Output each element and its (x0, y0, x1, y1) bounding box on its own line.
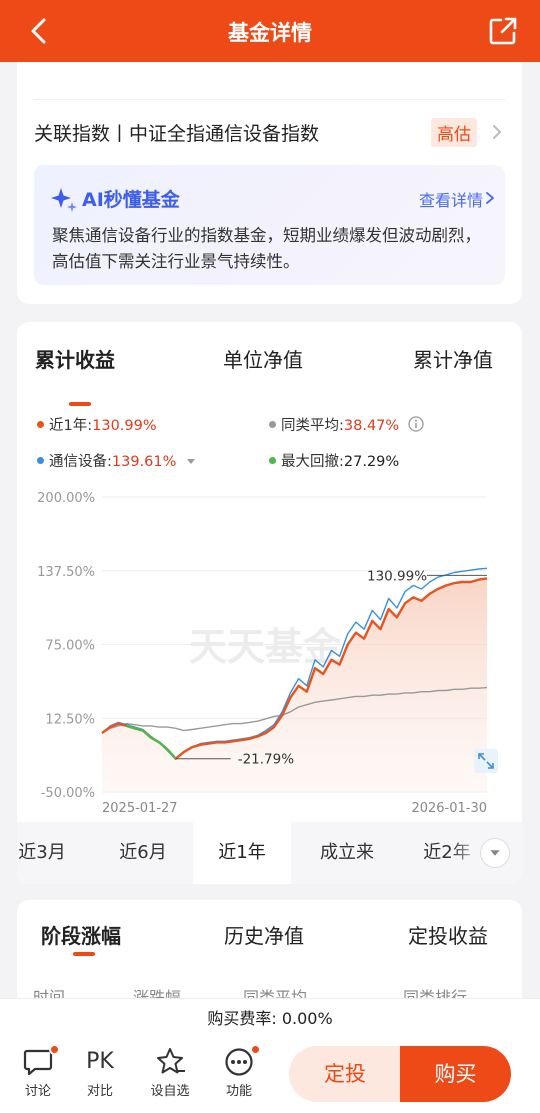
series-line-2 (101, 686, 488, 734)
expand-periods-icon[interactable] (480, 838, 510, 868)
tab-indicator (73, 952, 95, 956)
legend-peer: 同类平均:38.47% (269, 414, 424, 435)
sip-button[interactable]: 定投 (289, 1046, 401, 1102)
back-arrow-icon[interactable] (22, 14, 56, 48)
legend-dot (269, 456, 276, 464)
compare-button[interactable]: PK 对比 (72, 1046, 128, 1106)
tab-stage-return[interactable]: 阶段涨幅 (41, 924, 121, 948)
max-label: 130.99% (367, 568, 427, 584)
tab-history-nav[interactable]: 历史净值 (224, 924, 304, 948)
x-tick-label: 2025-01-27 (102, 801, 178, 816)
legend-dot (269, 420, 276, 428)
add-watchlist-button[interactable]: 设自选 (142, 1046, 198, 1106)
info-icon[interactable] (408, 416, 424, 432)
related-index-row[interactable]: 关联指数丨中证全指通信设备指数 高估 (34, 114, 505, 150)
sparkle-icon (51, 188, 77, 212)
legend-dot (37, 456, 44, 464)
caret-down-icon (187, 459, 196, 464)
related-index-label: 关联指数丨中证全指通信设备指数 (34, 123, 320, 145)
period-3m[interactable]: 近3月 (18, 842, 66, 863)
tab-cumulative-return[interactable]: 累计收益 (35, 348, 115, 372)
period-selector: 近3月 近6月 近1年 成立来 近2年 (17, 822, 522, 884)
chart-card: 累计收益 单位净值 累计净值 近1年:130.99% 同类平均:38.47% 通… (17, 322, 522, 884)
y-tick-label: 75.00% (45, 639, 95, 654)
legend-fund: 近1年:130.99% (37, 414, 157, 435)
more-dots-icon (225, 1048, 253, 1076)
ai-detail-link[interactable]: 查看详情 (418, 191, 483, 210)
buy-button[interactable]: 购买 (400, 1046, 511, 1102)
period-6m[interactable]: 近6月 (119, 842, 167, 863)
x-tick-label: 2026-01-30 (411, 801, 487, 816)
ai-summary-box: AI秒懂基金 查看详情 聚焦通信设备行业的指数基金，短期业绩爆发但波动剧烈，高估… (34, 165, 505, 285)
return-chart[interactable]: 200.00%137.50%75.00%12.50%-50.00% 天天基金 1… (17, 482, 522, 822)
share-icon[interactable] (488, 16, 518, 46)
drawdown-line (126, 724, 177, 760)
divider (34, 99, 505, 100)
notification-dot (250, 1044, 261, 1055)
tab-cumulative-nav[interactable]: 累计净值 (413, 348, 493, 372)
star-plus-icon (157, 1048, 185, 1074)
more-functions-button[interactable]: 功能 (211, 1044, 267, 1106)
fund-info-card: 关联指数丨中证全指通信设备指数 高估 AI秒懂基金 查看详情 聚焦通信设备行业的… (17, 62, 522, 304)
legend-dot (37, 420, 44, 428)
fullscreen-icon[interactable] (474, 749, 498, 773)
period-since-inception[interactable]: 成立来 (320, 842, 374, 863)
min-label: -21.79% (238, 752, 295, 768)
y-tick-label: 12.50% (45, 712, 95, 727)
discuss-button[interactable]: 讨论 (10, 1044, 66, 1106)
tab-unit-nav[interactable]: 单位净值 (223, 348, 303, 372)
y-tick-label: 137.50% (37, 565, 95, 580)
valuation-badge: 高估 (431, 118, 477, 147)
pk-icon: PK (86, 1049, 114, 1074)
top-bar: 基金详情 (0, 0, 540, 62)
y-tick-label: 200.00% (37, 491, 95, 506)
period-1y[interactable]: 近1年 (193, 822, 291, 884)
fund-area (102, 578, 487, 792)
fee-bar: 购买费率: 0.00% (0, 998, 540, 1038)
page-title: 基金详情 (228, 21, 312, 45)
tab-sip-return[interactable]: 定投收益 (408, 924, 488, 948)
chart-tabs: 累计收益 单位净值 累计净值 (17, 344, 522, 406)
legend-index[interactable]: 通信设备:139.61% (37, 450, 197, 471)
chevron-right-icon (486, 192, 494, 204)
tab-indicator (69, 402, 91, 406)
bottom-action-bar: 讨论 PK 对比 设自选 功能 定投 购买 (0, 1038, 540, 1113)
notification-dot (49, 1044, 60, 1055)
chevron-right-icon (493, 125, 501, 139)
legend-drawdown: 最大回撤:27.29% (269, 450, 399, 471)
ai-title: AI秒懂基金 (82, 189, 180, 211)
y-tick-label: -50.00% (41, 786, 95, 801)
ai-summary-text: 聚焦通信设备行业的指数基金，短期业绩爆发但波动剧烈，高估值下需关注行业景气持续性… (52, 226, 481, 271)
